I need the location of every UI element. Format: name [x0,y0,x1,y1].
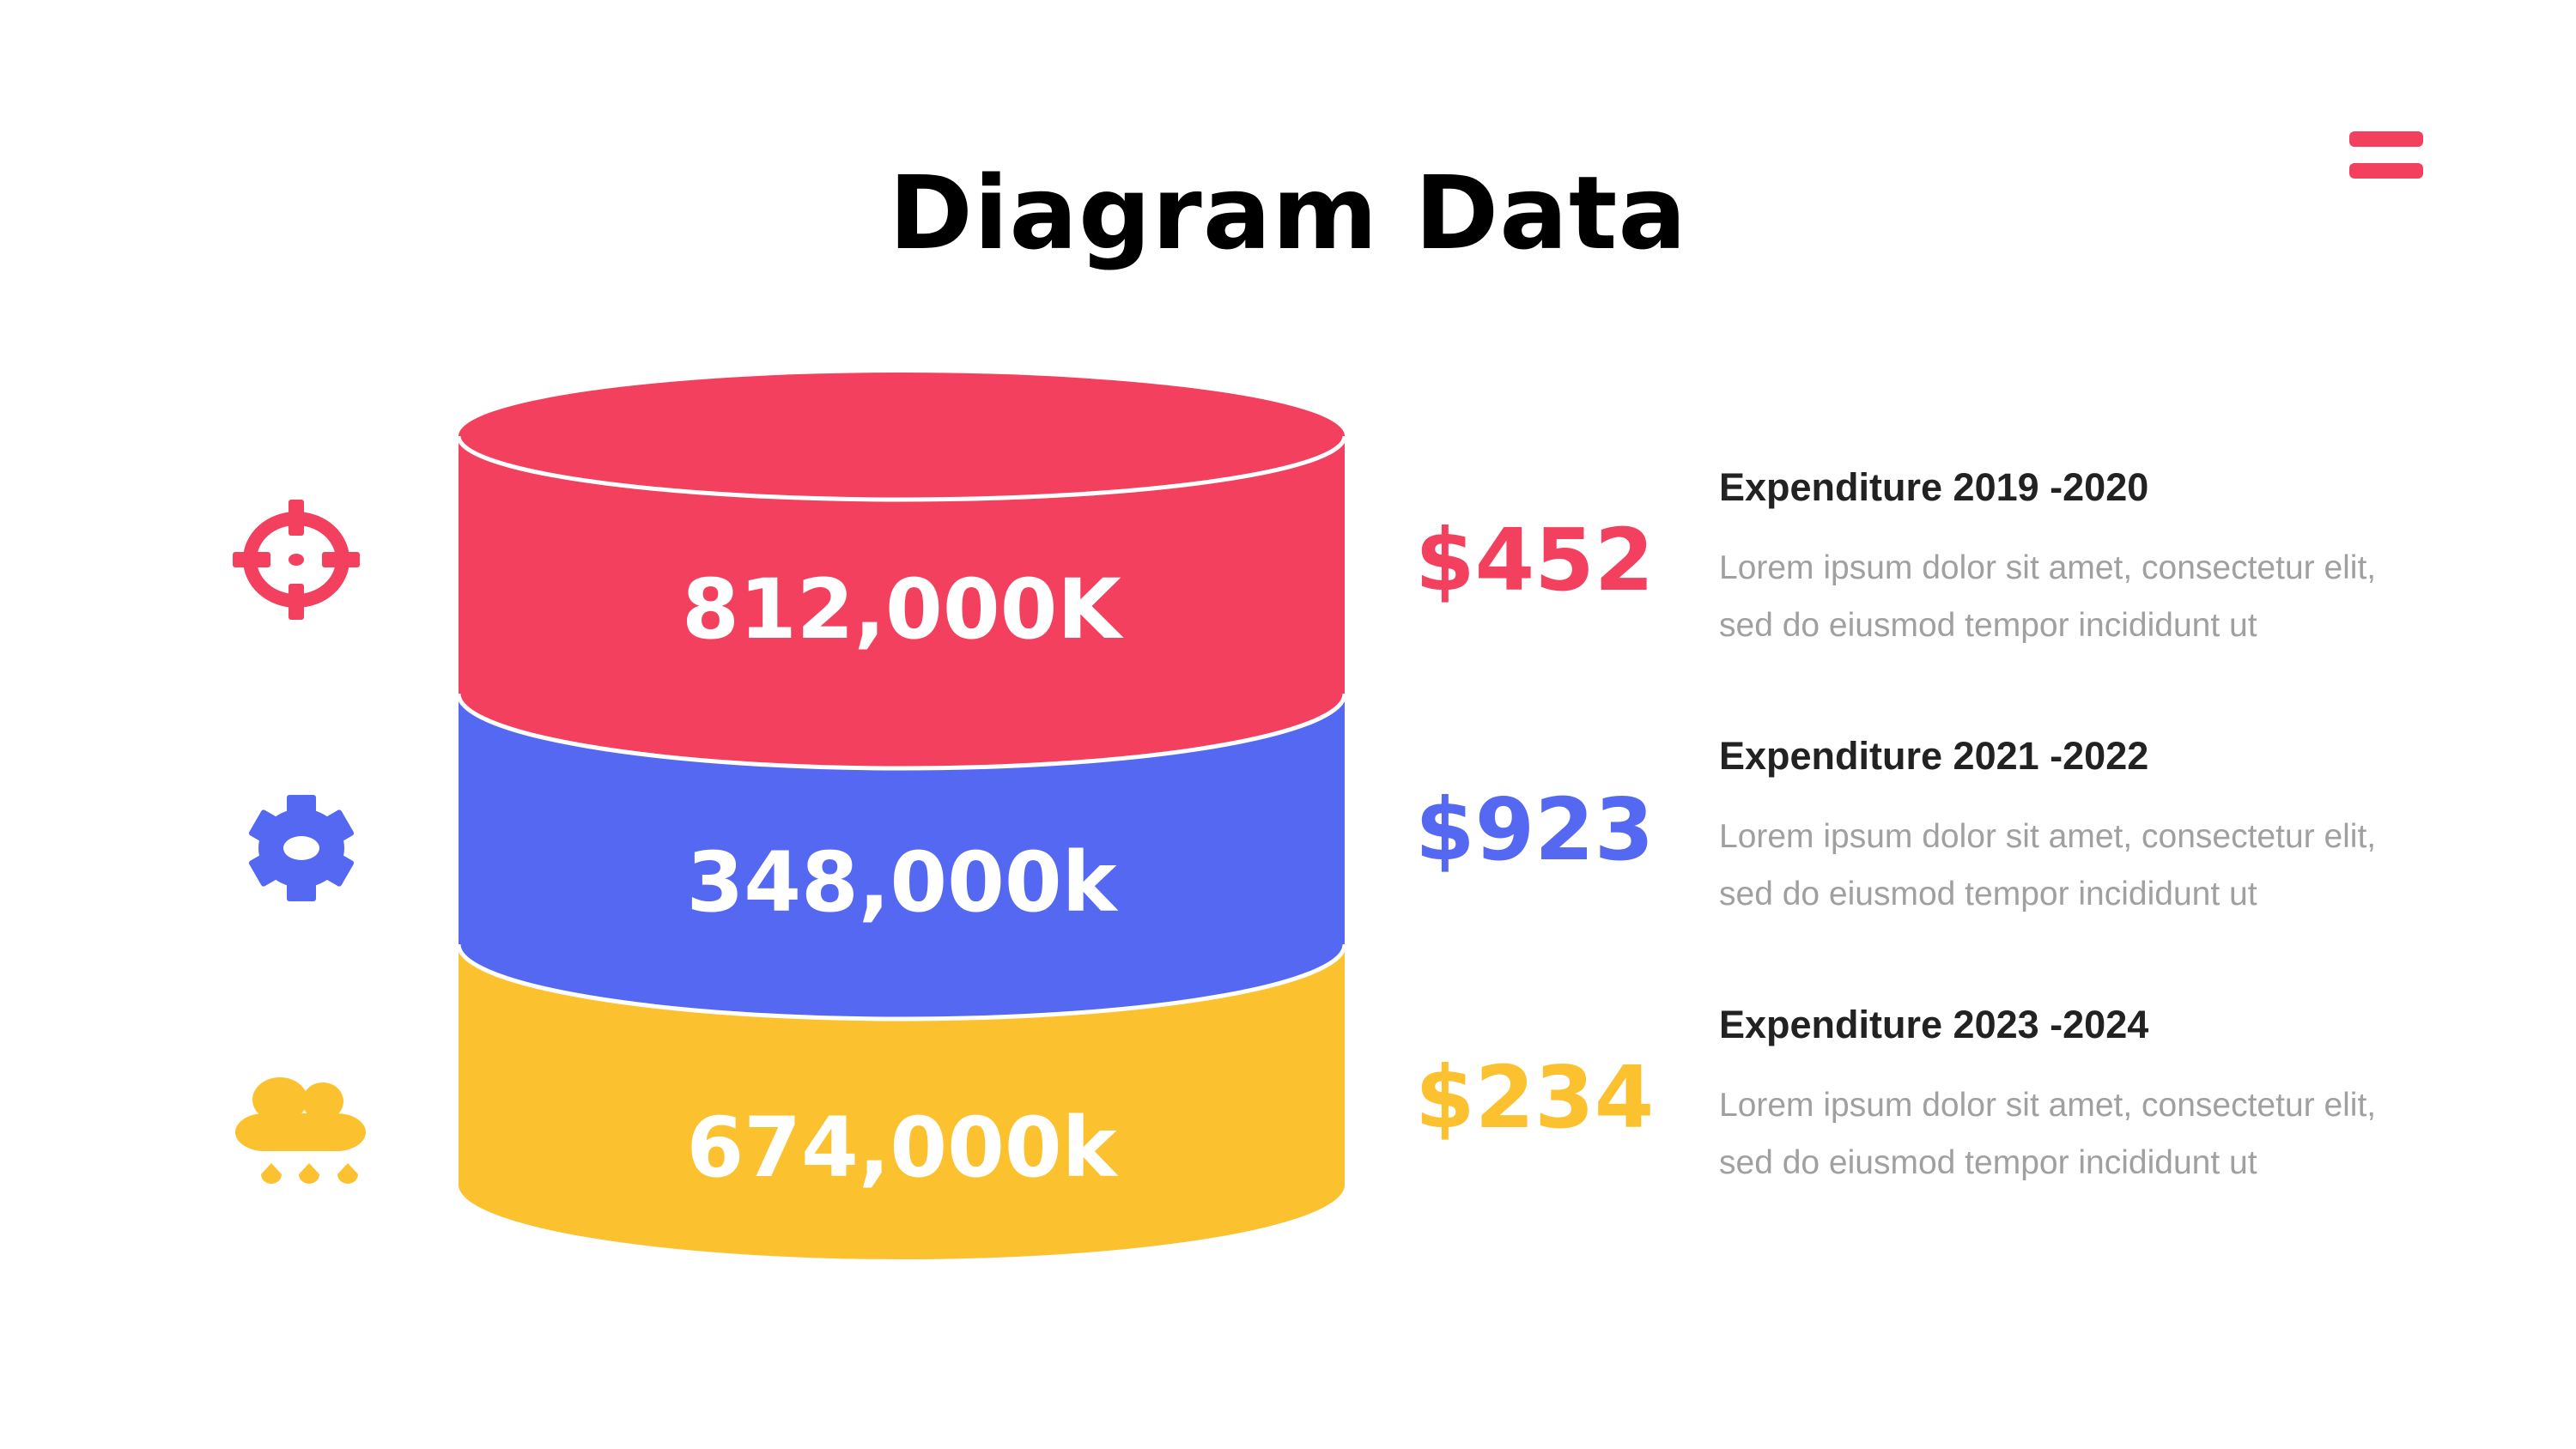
info-item-description: Lorem ipsum dolor sit amet, consectetur … [1719,539,2423,654]
description-line: Lorem ipsum dolor sit amet, consectetur … [1719,1087,2377,1124]
description-line: sed do eiusmod tempor incididunt ut [1719,1144,2257,1181]
gear-icon [232,779,369,917]
menu-bar-bottom [2349,163,2423,179]
segment-label-blue: 348,000k [686,834,1117,931]
description-line: Lorem ipsum dolor sit amet, consectetur … [1719,818,2377,855]
segment-label-red: 812,000K [682,561,1121,658]
segment-label-yellow: 674,000k [686,1100,1117,1196]
value-blue: $923 [1415,779,1655,880]
crosshair-target-icon [228,491,365,628]
info-item-heading: Expenditure 2023 -2024 [1719,1003,2149,1046]
menu-bar-top [2349,131,2423,147]
description-line: Lorem ipsum dolor sit amet, consectetur … [1719,549,2377,586]
info-item-description: Lorem ipsum dolor sit amet, consectetur … [1719,808,2423,923]
info-item-description: Lorem ipsum dolor sit amet, consectetur … [1719,1076,2423,1191]
cylinder-segment-red [456,373,1347,771]
rain-cloud-icon [234,1077,371,1215]
stacked-cylinder-diagram: 812,000K 348,000k 674,000k [455,361,1348,1270]
info-item: Expenditure 2019 -2020 Lorem ipsum dolor… [1719,464,2423,654]
info-item: Expenditure 2023 -2024 Lorem ipsum dolor… [1719,1001,2423,1191]
value-red: $452 [1415,510,1655,610]
cylinder-segment-blue [456,694,1347,1022]
page-title: Diagram Data [889,154,1687,272]
info-item-heading: Expenditure 2021 -2022 [1719,734,2149,778]
info-item: Expenditure 2021 -2022 Lorem ipsum dolor… [1719,732,2423,923]
value-yellow: $234 [1415,1047,1655,1148]
cylinder-segment-yellow [459,944,1345,1259]
info-item-heading: Expenditure 2019 -2020 [1719,465,2149,509]
hamburger-menu-icon[interactable] [2349,130,2425,179]
description-line: sed do eiusmod tempor incididunt ut [1719,876,2257,912]
description-line: sed do eiusmod tempor incididunt ut [1719,607,2257,644]
